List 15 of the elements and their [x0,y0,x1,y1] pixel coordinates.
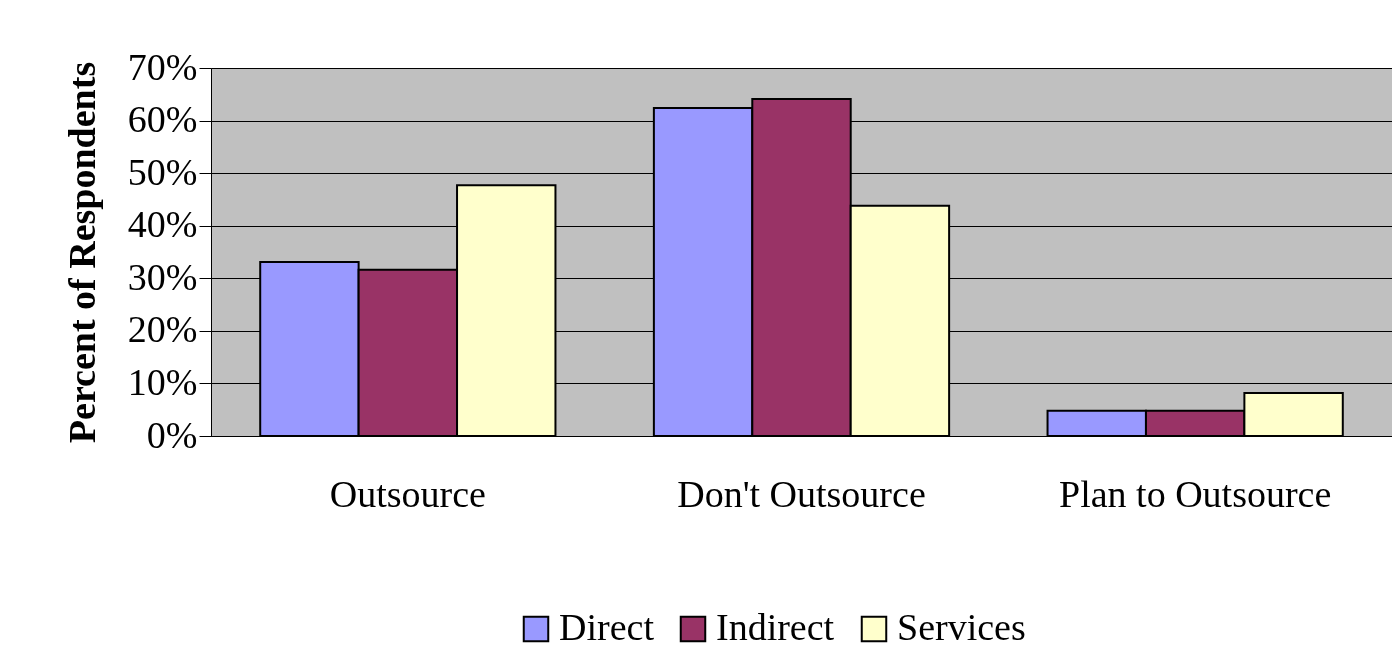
y-tick-label: 10% [127,360,198,403]
legend-label: Services [897,606,1026,648]
y-tick-label: 60% [127,98,198,141]
y-tick-label: 70% [127,45,198,88]
x-tick-label: Don't Outsource [677,472,926,515]
y-tick-label: 50% [127,150,198,193]
y-tick-label: 0% [146,413,198,456]
legend-label: Indirect [716,606,835,648]
x-tick-label: Outsource [329,472,486,515]
y-axis-title: Percent of Respondents [60,61,103,444]
y-tick-label: 40% [127,203,198,246]
legend-label: Direct [559,606,655,648]
y-tick-label: 30% [127,255,198,298]
x-tick-label: Plan to Outsource [1059,472,1332,515]
y-tick-label: 20% [127,308,198,351]
